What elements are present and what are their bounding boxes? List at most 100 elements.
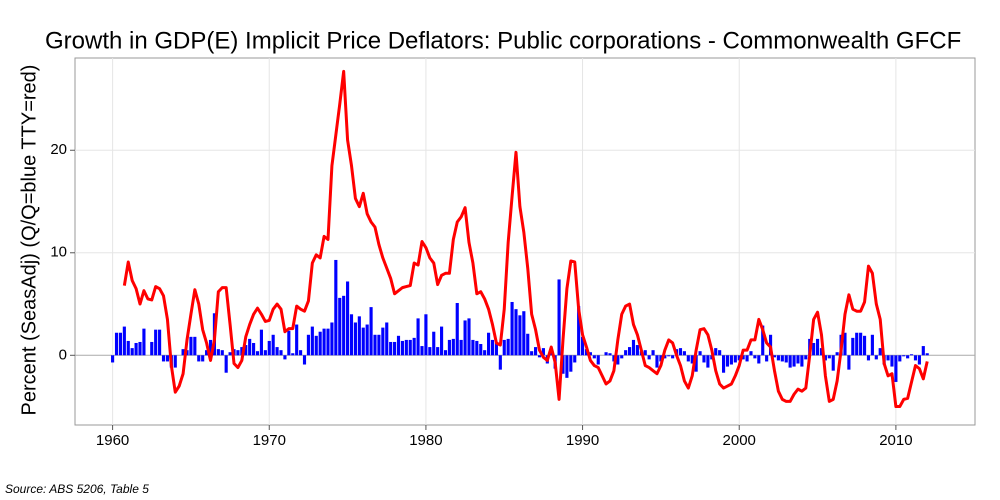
bar [142,328,146,356]
line [122,69,929,409]
bar [616,355,620,365]
bar [678,348,683,356]
bar [369,307,373,356]
bar [843,332,847,356]
bar [487,332,491,356]
bar [890,355,894,367]
bar [502,339,506,356]
x-tick-label: 2010 [879,432,912,449]
bar [534,347,538,356]
bar [741,355,745,360]
bar [248,338,252,356]
bar [804,355,808,360]
bar [772,355,777,358]
bar [302,355,307,365]
bar [729,355,733,365]
bar [522,311,526,356]
bar [173,355,177,368]
bar [400,340,404,356]
bar [761,325,765,356]
bar [291,353,295,356]
bar [436,347,440,356]
bar [714,348,718,356]
bar [537,355,542,358]
bar [819,348,824,356]
bar [796,355,800,364]
bar [126,340,130,356]
bar [396,335,401,356]
bar [494,342,498,356]
bar [788,355,792,368]
bar [483,350,487,356]
bar [780,355,784,362]
bar [161,355,166,362]
bar [267,340,271,356]
bar [827,355,831,359]
bar [122,326,126,356]
bar [870,334,874,356]
bar [306,334,310,356]
bar [526,333,530,356]
bar [878,348,882,356]
bar [416,318,420,356]
y-tick-label: 0 [59,346,67,363]
bar [255,351,260,356]
y-tick-label: 20 [50,141,67,158]
bar [349,314,354,356]
bar [702,355,706,363]
bar [859,332,863,356]
bar [447,339,451,356]
bar [467,318,471,356]
bar [432,331,436,356]
bar [189,336,193,356]
bar [624,350,628,356]
bar [498,355,502,370]
bar [310,326,314,356]
bar [518,315,522,356]
bar [471,339,475,356]
bar [240,347,244,356]
bar [283,355,287,360]
bar [569,355,573,372]
source-note: Source: ABS 5206, Table 5 [5,482,149,496]
bar [733,355,737,363]
bar [158,329,162,356]
bar [917,355,921,365]
bar [921,346,925,356]
bar [557,279,561,356]
bar [902,355,906,357]
bar [389,341,393,356]
bar [737,355,741,361]
bar [514,309,518,356]
bar [667,355,671,357]
bar [244,345,248,356]
bar [220,350,224,356]
bar [377,334,381,356]
bar [299,350,303,356]
bar [287,330,291,356]
bar [866,355,871,361]
bar [342,295,346,356]
bar [862,335,867,356]
bar [510,301,514,356]
bar [463,320,467,356]
bar [279,350,283,356]
bar [886,355,890,361]
bar [749,351,753,356]
bar [459,339,463,356]
bar [154,329,158,356]
bar [694,355,698,372]
bar [573,355,577,363]
bar [581,336,585,356]
bar [753,355,757,359]
bar [365,324,369,356]
bar [906,355,910,359]
bar [690,355,694,364]
bar [134,342,138,356]
bar [205,350,209,356]
bar [318,331,322,356]
bar [894,355,898,382]
bar [138,341,142,356]
bar [428,347,432,356]
bar [721,355,726,373]
